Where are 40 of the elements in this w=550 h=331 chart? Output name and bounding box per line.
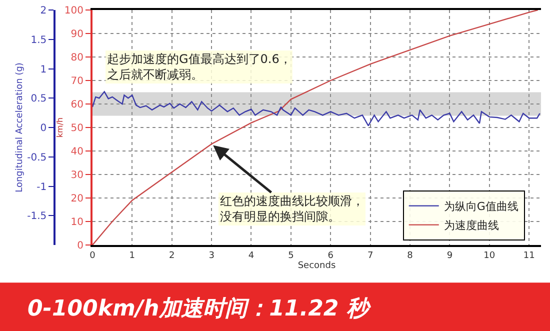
x-tick-label: 2 (168, 250, 175, 261)
y-tick-label: 70 (70, 76, 84, 87)
x-tick-label: 5 (288, 250, 294, 261)
y-tick-label: 90 (70, 29, 84, 40)
y2-tick-label: 1.5 (30, 34, 47, 46)
y-tick-label: 10 (70, 217, 84, 228)
y-tick-label: 30 (70, 170, 84, 181)
y2-axis-title: Longitudinal Acceleration (g) (14, 62, 25, 192)
y-tick-label: 0 (77, 240, 84, 252)
y-tick-label: 20 (70, 194, 84, 204)
x-tick-label: 10 (484, 250, 496, 261)
x-tick-label: 0 (90, 250, 96, 261)
y-axis-title: km/h (56, 117, 65, 138)
y-tick-label: 50 (70, 123, 84, 134)
y2-tick-label: 1 (40, 64, 47, 76)
x-tick-label: 9 (446, 250, 453, 261)
x-tick-label: 6 (328, 250, 334, 261)
annotation: 红色的速度曲线比较顺滑，没有明显的换挡间隙。 (220, 194, 364, 224)
x-tick-label: 11 (523, 250, 535, 261)
line-series (92, 91, 540, 126)
y-tick-label: 60 (70, 100, 84, 110)
legend-label: 为纵向G值曲线 (444, 200, 518, 214)
y2-tick-label: -1.5 (27, 211, 47, 222)
x-tick-label: 7 (367, 250, 374, 261)
x-tick-label: 3 (208, 250, 214, 261)
y2-tick-label: -1 (36, 182, 47, 193)
y2-tick-label: 0 (40, 123, 47, 134)
y2-tick-label: 2 (40, 6, 47, 16)
x-tick-label: 1 (129, 250, 136, 261)
annotation: 起步加速度的G值最高达到了0.6，之后就不断减弱。 (107, 52, 292, 82)
y-tick-label: 80 (70, 52, 84, 64)
x-tick-label: 8 (407, 250, 414, 261)
y-tick-label: 100 (64, 6, 84, 16)
y-tick-label: 40 (70, 146, 84, 158)
x-tick-label: 4 (248, 250, 254, 261)
text: 0-100km/h加速时间：11.22 秒 (28, 296, 372, 322)
y2-tick-label: -0.5 (27, 152, 47, 164)
x-axis-title: Seconds (298, 261, 336, 272)
y2-tick-label: 0.5 (30, 94, 47, 105)
legend-label: 为速度曲线 (444, 219, 499, 232)
